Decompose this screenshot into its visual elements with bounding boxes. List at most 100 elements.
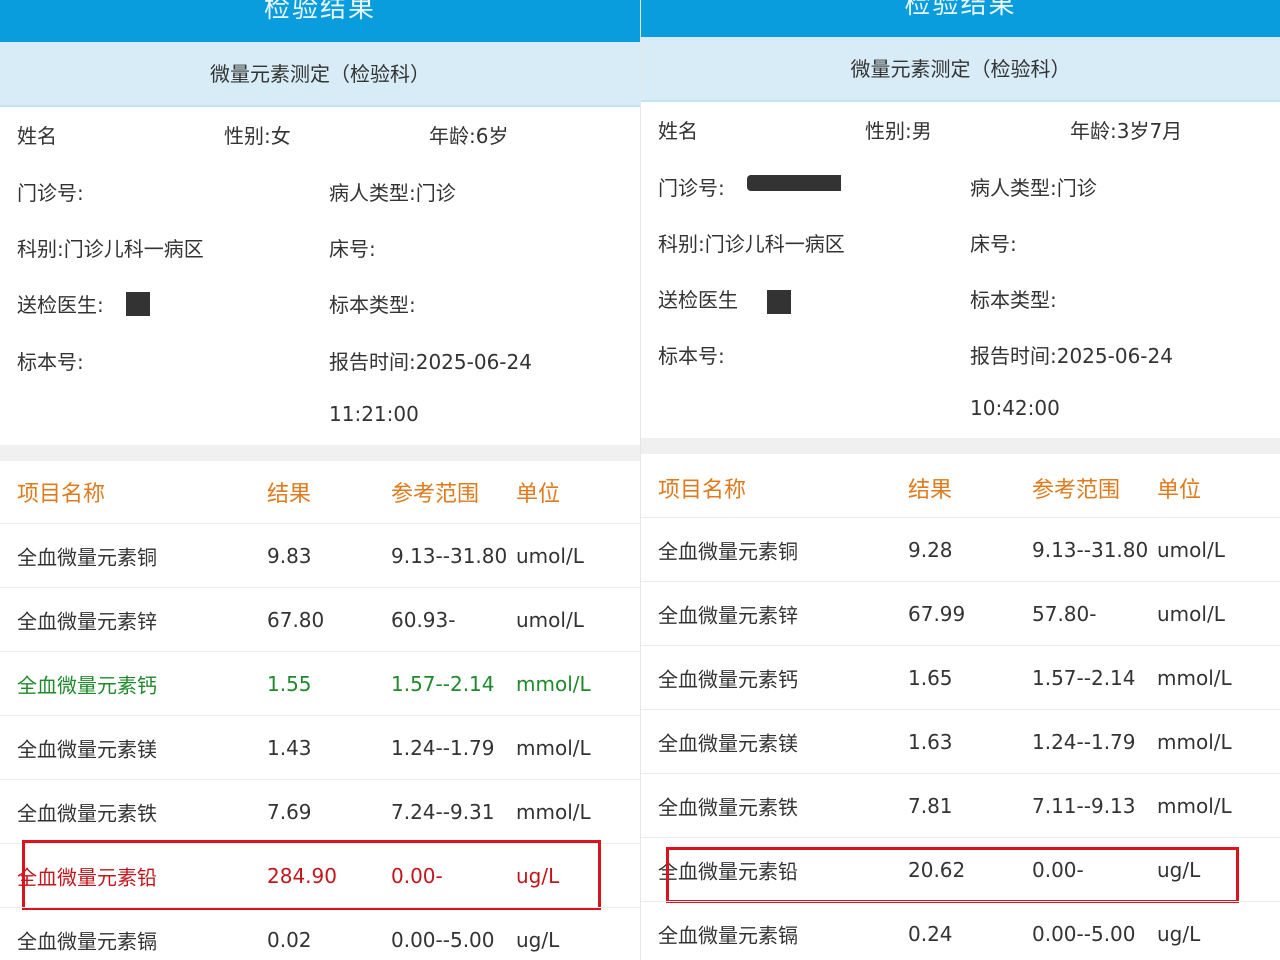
redacted-clinic-number — [747, 175, 841, 191]
cell-range: 0.00- — [1032, 857, 1084, 882]
bed-number: 床号: — [970, 232, 1017, 256]
cell-name: 全血微量元素钙 — [17, 673, 157, 697]
patient-type: 病人类型:门诊 — [329, 181, 456, 205]
column-unit: 单位 — [1157, 478, 1202, 503]
cell-range: 0.00--5.00 — [391, 927, 495, 952]
cell-name: 全血微量元素铅 — [658, 859, 798, 883]
cell-unit: mmol/L — [516, 735, 591, 760]
table-row[interactable]: 全血微量元素镁 1.63 1.24--1.79 mmol/L — [641, 709, 1280, 773]
table-row[interactable]: 全血微量元素镁 1.43 1.24--1.79 mmol/L — [0, 715, 640, 779]
header-bar: 检验结果 — [0, 0, 640, 42]
doctor-label: 送检医生: — [17, 293, 104, 317]
report-clock: 11:21:00 — [329, 402, 419, 426]
header-title: 检验结果 — [263, 0, 376, 24]
cell-range: 60.93- — [391, 607, 456, 632]
cell-result: 0.02 — [267, 927, 312, 952]
column-reference-range: 参考范围 — [391, 482, 480, 507]
cell-unit: ug/L — [516, 927, 560, 952]
header-title: 检验结果 — [904, 0, 1017, 20]
table-row[interactable]: 全血微量元素镉 0.02 0.00--5.00 ug/L — [0, 907, 640, 960]
table-row[interactable]: 全血微量元素钙 1.65 1.57--2.14 mmol/L — [641, 645, 1280, 709]
column-reference-range: 参考范围 — [1032, 478, 1121, 503]
cell-unit: umol/L — [516, 543, 584, 568]
cell-result: 67.99 — [908, 601, 966, 626]
cell-unit: umol/L — [1157, 601, 1225, 626]
table-row[interactable]: 全血微量元素锌 67.80 60.93- umol/L — [0, 587, 640, 651]
cell-name: 全血微量元素铁 — [17, 801, 157, 825]
patient-type: 病人类型:门诊 — [970, 176, 1097, 200]
cell-range: 1.57--2.14 — [1032, 665, 1136, 690]
column-item-name: 项目名称 — [17, 482, 106, 507]
cell-result: 67.80 — [267, 607, 325, 632]
cell-name: 全血微量元素铜 — [658, 539, 798, 563]
highlight-box — [22, 840, 601, 910]
cell-name: 全血微量元素铅 — [17, 865, 157, 889]
table-row[interactable]: 全血微量元素锌 67.99 57.80- umol/L — [641, 581, 1280, 645]
report-clock: 10:42:00 — [970, 396, 1060, 420]
name-label: 姓名 — [658, 119, 698, 143]
table-row[interactable]: 全血微量元素铅 20.62 0.00- ug/L — [641, 837, 1280, 901]
table-row[interactable]: 全血微量元素钙 1.55 1.57--2.14 mmol/L — [0, 651, 640, 715]
report-time: 报告时间:2025-06-24 — [329, 350, 532, 374]
table-row[interactable]: 全血微量元素镉 0.24 0.00--5.00 ug/L — [641, 901, 1280, 960]
cell-result: 7.81 — [908, 793, 953, 818]
column-item-name: 项目名称 — [658, 478, 747, 503]
specimen-type: 标本类型: — [329, 293, 416, 317]
cell-name: 全血微量元素锌 — [17, 609, 157, 633]
cell-result: 284.90 — [267, 863, 337, 888]
age: 年龄:3岁7月 — [1070, 119, 1183, 143]
cell-range: 0.00- — [391, 863, 443, 888]
cell-name: 全血微量元素镁 — [658, 731, 798, 755]
cell-unit: mmol/L — [1157, 665, 1232, 690]
cell-range: 1.24--1.79 — [391, 735, 495, 760]
gender: 性别:女 — [224, 124, 291, 148]
table-row[interactable]: 全血微量元素铜 9.83 9.13--31.80 umol/L — [0, 523, 640, 587]
specimen-type: 标本类型: — [970, 288, 1057, 312]
cell-name: 全血微量元素铁 — [658, 795, 798, 819]
cell-range: 9.13--31.80 — [1032, 537, 1149, 562]
report-subtitle: 微量元素测定（检验科） — [0, 42, 640, 107]
table-row[interactable]: 全血微量元素铁 7.81 7.11--9.13 mmol/L — [641, 773, 1280, 837]
report-panel-left: 检验结果微量元素测定（检验科） 姓名 性别:女 年龄:6岁门诊号: 病人类型:门诊科别:… — [0, 0, 640, 960]
cell-unit: mmol/L — [516, 799, 591, 824]
report-time: 报告时间:2025-06-24 — [970, 344, 1173, 368]
clinic-number-label: 门诊号: — [17, 181, 84, 205]
cell-result: 20.62 — [908, 857, 966, 882]
column-result: 结果 — [267, 482, 312, 507]
redacted-doctor — [126, 292, 150, 316]
column-result: 结果 — [908, 478, 953, 503]
department: 科别:门诊儿科一病区 — [658, 232, 845, 256]
age: 年龄:6岁 — [429, 124, 509, 148]
gender: 性别:男 — [865, 119, 932, 143]
cell-range: 1.57--2.14 — [391, 671, 495, 696]
section-divider — [641, 438, 1280, 454]
table-row[interactable]: 全血微量元素铁 7.69 7.24--9.31 mmol/L — [0, 779, 640, 843]
table-row[interactable]: 全血微量元素铅 284.90 0.00- ug/L — [0, 843, 640, 907]
cell-range: 57.80- — [1032, 601, 1097, 626]
cell-unit: mmol/L — [1157, 729, 1232, 754]
cell-range: 7.24--9.31 — [391, 799, 495, 824]
highlight-box — [666, 847, 1239, 903]
cell-result: 0.24 — [908, 921, 953, 946]
redacted-doctor — [767, 290, 791, 314]
cell-result: 1.43 — [267, 735, 312, 760]
cell-result: 1.65 — [908, 665, 953, 690]
cell-unit: mmol/L — [516, 671, 591, 696]
table-row[interactable]: 全血微量元素铜 9.28 9.13--31.80 umol/L — [641, 517, 1280, 581]
specimen-number: 标本号: — [17, 350, 84, 374]
cell-range: 9.13--31.80 — [391, 543, 508, 568]
cell-unit: ug/L — [1157, 921, 1201, 946]
cell-unit: umol/L — [516, 607, 584, 632]
department: 科别:门诊儿科一病区 — [17, 237, 204, 261]
cell-result: 1.63 — [908, 729, 953, 754]
report-subtitle: 微量元素测定（检验科） — [641, 37, 1280, 102]
bed-number: 床号: — [329, 237, 376, 261]
doctor-label: 送检医生 — [658, 288, 738, 312]
cell-unit: mmol/L — [1157, 793, 1232, 818]
cell-name: 全血微量元素铜 — [17, 545, 157, 569]
cell-result: 9.28 — [908, 537, 953, 562]
section-divider — [0, 445, 640, 461]
name-label: 姓名 — [17, 124, 57, 148]
cell-range: 0.00--5.00 — [1032, 921, 1136, 946]
cell-result: 1.55 — [267, 671, 312, 696]
